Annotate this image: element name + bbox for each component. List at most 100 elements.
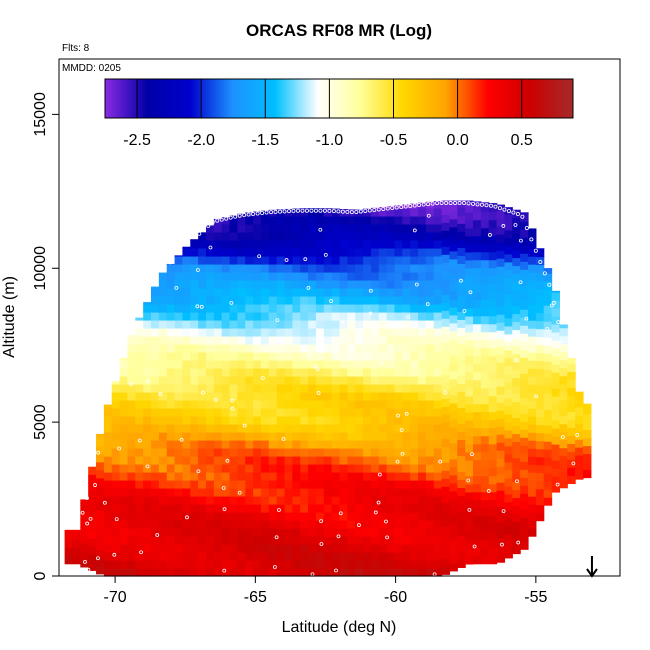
heatmap-cell [394,335,403,345]
heatmap-cell [237,351,246,361]
heatmap-cell [433,303,443,313]
heatmap-cell [535,376,545,386]
heatmap-cell [182,463,191,473]
heatmap-cell [433,343,443,353]
heatmap-cell [347,439,356,449]
track-point [515,479,519,484]
heatmap-cell [363,439,372,449]
heatmap-cell [284,535,293,545]
heatmap-cell [276,359,286,369]
heatmap-cell [527,424,537,433]
heatmap-cell [213,391,223,401]
heatmap-cell [441,422,451,431]
heatmap-cell [276,535,286,545]
heatmap-cell [433,551,443,561]
heatmap-cell [292,335,301,345]
track-point [179,437,184,442]
heatmap-cell [284,271,293,281]
heatmap-cell [473,555,482,565]
heatmap-cell [425,463,435,473]
heatmap-cell [221,335,231,345]
heatmap-cell [331,327,341,337]
heatmap-cell [582,461,592,471]
heatmap-cell [449,202,458,212]
heatmap-cell [441,486,451,495]
heatmap-cell [488,539,498,549]
heatmap-cell [158,311,168,321]
heatmap-cell [135,503,144,513]
heatmap-cell [457,279,466,288]
heatmap-cell [253,263,262,273]
track-point [345,209,350,214]
track-point [471,201,476,206]
heatmap-cell [182,399,191,409]
heatmap-cell [378,559,388,569]
heatmap-cell [292,255,301,265]
heatmap-cell [457,439,466,448]
heatmap-cell [323,415,333,425]
heatmap-cell [276,295,286,305]
heatmap-cell [347,231,356,241]
heatmap-cell [213,255,223,265]
heatmap-cell [245,391,254,401]
heatmap-cell [355,247,364,257]
heatmap-cell [245,247,254,257]
heatmap-cell [166,311,176,321]
heatmap-cell [111,535,121,545]
heatmap-cell [480,403,490,413]
heatmap-cell [221,391,231,401]
heatmap-cell [213,359,223,369]
heatmap-cell [551,355,561,365]
heatmap-cell [260,503,270,513]
heatmap-cell [441,222,451,231]
heatmap-cell [103,503,113,513]
heatmap-cell [504,277,513,287]
heatmap-cell [268,335,278,345]
heatmap-cell [103,479,113,489]
heatmap-cell [370,215,380,225]
heatmap-cell [551,363,561,373]
heatmap-cell [111,479,121,489]
heatmap-cell [543,385,553,394]
colorbar-ticks: -2.5 -2.0 -1.5 -1.0 -0.5 0.0 0.5 [123,79,533,149]
heatmap-cell [237,455,246,465]
heatmap-cell [465,355,474,365]
heatmap-cell [425,367,435,377]
heatmap-cell [300,271,309,281]
heatmap-cell [520,213,529,222]
heatmap-cell [308,319,317,329]
heatmap-cell [221,439,231,449]
heatmap-cell [520,261,529,270]
heatmap-cell [370,519,380,529]
track-point [368,288,373,293]
heatmap-cell [276,239,286,249]
heatmap-cell [575,455,584,464]
heatmap-cell [378,351,388,361]
heatmap-cell [425,319,435,329]
heatmap-cell [480,499,490,509]
heatmap-cell [339,423,348,433]
track-point [273,209,278,214]
heatmap-cell [182,431,191,441]
track-point [114,517,119,522]
heatmap-cell [190,263,199,273]
heatmap-cell [473,339,482,349]
heatmap-cell [198,247,207,257]
heatmap-cell [370,431,380,441]
heatmap-cell [480,371,490,381]
heatmap-cell [88,498,97,507]
heatmap-cell [72,531,81,541]
heatmap-cell [245,327,254,337]
heatmap-cell [378,343,388,353]
heatmap-cell [158,335,168,345]
track-point [327,208,332,213]
heatmap-cell [386,519,396,529]
heatmap-cell [331,431,341,441]
heatmap-cell [323,423,333,433]
heatmap-cell [292,527,301,537]
heatmap-cell [410,279,419,289]
heatmap-cell [449,402,458,412]
track-point [269,210,274,215]
heatmap-cell [151,286,160,289]
heatmap-cell [339,303,348,313]
